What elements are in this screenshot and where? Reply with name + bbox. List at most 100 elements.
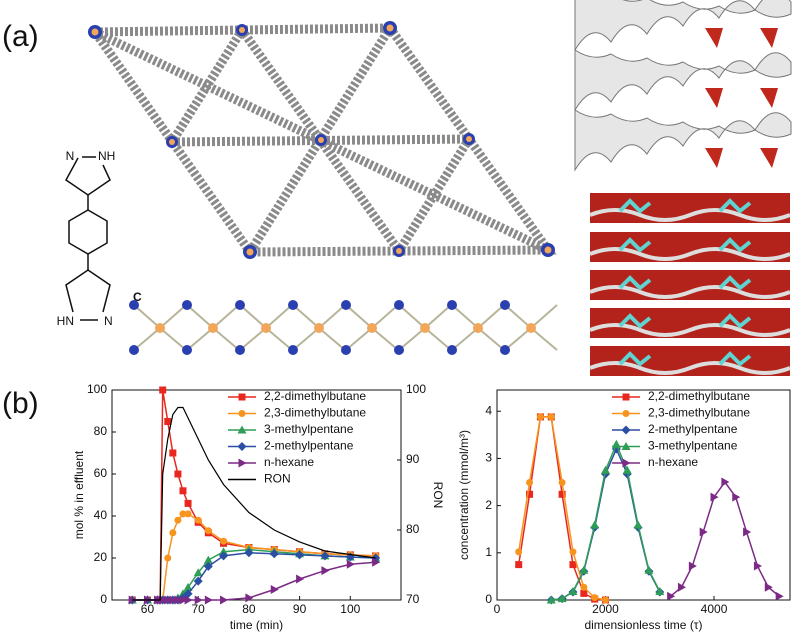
legend-label: 3-methylpentane bbox=[648, 439, 738, 453]
molecule-stick bbox=[618, 198, 652, 214]
chain-node bbox=[288, 345, 298, 355]
marker bbox=[526, 490, 534, 498]
marker bbox=[245, 593, 254, 603]
marker bbox=[579, 565, 589, 574]
marker bbox=[601, 465, 611, 474]
marker bbox=[515, 561, 523, 569]
marker bbox=[174, 516, 182, 524]
marker bbox=[710, 492, 719, 502]
framework-nodes bbox=[88, 21, 555, 259]
marker bbox=[699, 527, 708, 537]
marker bbox=[184, 499, 192, 507]
sheet-window bbox=[760, 88, 778, 108]
y2-tick-label: 100 bbox=[406, 382, 426, 396]
marker bbox=[721, 477, 730, 487]
channel-wall bbox=[589, 323, 791, 337]
marker bbox=[179, 510, 187, 518]
marker bbox=[169, 449, 177, 457]
marker bbox=[164, 595, 173, 605]
legend-label: 3-methylpentane bbox=[264, 422, 354, 436]
marker bbox=[622, 465, 632, 474]
molecule-stick bbox=[618, 313, 652, 329]
channel-wall bbox=[589, 208, 791, 222]
pore-views bbox=[574, 0, 792, 376]
marker bbox=[775, 591, 784, 601]
y-tick-label: 0 bbox=[100, 592, 107, 606]
chain-node bbox=[473, 323, 483, 333]
marker bbox=[238, 410, 246, 417]
marker bbox=[244, 548, 254, 558]
series-line bbox=[132, 406, 376, 601]
x-tick-label: 70 bbox=[192, 602, 206, 616]
legend-label: 2,2-dimethylbutane bbox=[648, 389, 750, 403]
panel-label: (a) bbox=[2, 20, 39, 53]
marker bbox=[184, 510, 192, 518]
chain bbox=[129, 300, 558, 355]
chain-node bbox=[129, 300, 139, 310]
channel-wall bbox=[589, 285, 791, 299]
marker bbox=[159, 386, 167, 394]
marker bbox=[569, 561, 577, 569]
chain-node bbox=[288, 300, 298, 310]
marker bbox=[169, 529, 177, 537]
sheet-window bbox=[760, 148, 778, 168]
y-tick-label: 1 bbox=[485, 545, 492, 559]
marker bbox=[194, 595, 203, 605]
x-tick-label: 0 bbox=[494, 602, 501, 616]
chain-node bbox=[182, 345, 192, 355]
sheet bbox=[574, 0, 792, 52]
y-tick-label: 60 bbox=[94, 466, 108, 480]
marker bbox=[204, 527, 212, 535]
marker bbox=[621, 425, 631, 435]
chain-node bbox=[314, 323, 324, 333]
chain-node bbox=[447, 300, 457, 310]
marker bbox=[558, 490, 566, 498]
marker bbox=[743, 527, 752, 537]
y-tick-label: 0 bbox=[485, 592, 492, 606]
sheet-window bbox=[705, 88, 723, 108]
marker bbox=[753, 561, 762, 571]
sheet-window bbox=[705, 28, 723, 48]
molecule-stick bbox=[618, 275, 652, 291]
marker bbox=[295, 550, 305, 560]
atom-label: NH bbox=[98, 149, 115, 163]
sheet-window bbox=[705, 148, 723, 168]
y-tick-label: 2 bbox=[485, 498, 492, 512]
marker bbox=[179, 487, 187, 495]
marker bbox=[557, 594, 567, 603]
marker bbox=[580, 583, 588, 591]
legend-label: 2-methylpentane bbox=[648, 422, 738, 436]
legend-label: 2,3-dimethylbutane bbox=[648, 406, 750, 420]
marker bbox=[159, 595, 168, 605]
marker bbox=[237, 442, 247, 451]
marker bbox=[569, 548, 577, 556]
sheet-window bbox=[760, 28, 778, 48]
panel-label: (b) bbox=[2, 387, 39, 420]
x-tick-label: 2000 bbox=[592, 602, 619, 616]
marker bbox=[238, 458, 247, 468]
y-tick-label: 4 bbox=[485, 403, 492, 417]
marker bbox=[590, 520, 600, 529]
marker bbox=[346, 559, 355, 569]
marker bbox=[296, 574, 305, 584]
marker bbox=[220, 595, 229, 605]
marker bbox=[193, 568, 203, 577]
channel-wall bbox=[589, 247, 791, 261]
y-tick-label: 100 bbox=[87, 382, 107, 396]
marker bbox=[219, 547, 229, 556]
marker bbox=[732, 492, 741, 502]
marker bbox=[220, 537, 228, 545]
atom-label: N bbox=[104, 314, 113, 328]
chain-node bbox=[500, 345, 510, 355]
marker bbox=[194, 516, 202, 524]
atom-label: HN bbox=[57, 314, 74, 328]
series-line bbox=[517, 416, 606, 601]
marker bbox=[621, 442, 631, 450]
y2-tick-label: 90 bbox=[406, 452, 420, 466]
channel-wall bbox=[589, 361, 791, 375]
chain-node bbox=[155, 323, 165, 333]
chain-node bbox=[394, 300, 404, 310]
marker bbox=[667, 591, 676, 601]
marker bbox=[183, 589, 193, 599]
